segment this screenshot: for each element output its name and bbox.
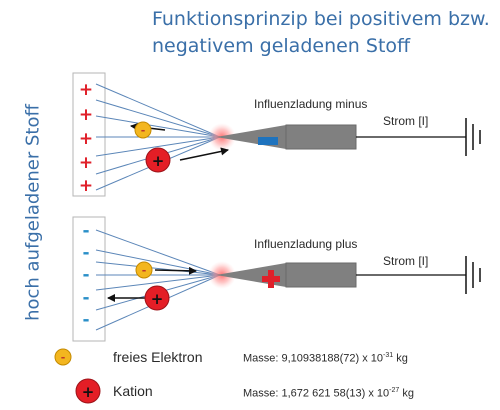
legend-cation-icon <box>75 378 101 404</box>
influence-charge-plus <box>262 270 280 288</box>
minus-charge: - <box>82 288 89 308</box>
influence-label-plus: Influenzladung plus <box>254 237 358 251</box>
ground-symbol <box>465 118 481 156</box>
title-line-1: Funktionsprinzip bei positivem bzw. <box>152 8 490 30</box>
plus-charge: + <box>79 80 93 100</box>
charged-material-box <box>72 216 106 342</box>
cation-arrow <box>179 147 229 161</box>
panel-bottom: - - - - - - + <box>72 216 481 342</box>
cation-sign: + <box>152 152 165 170</box>
current-label-top: Strom [I] <box>383 114 429 128</box>
field-lines <box>95 229 221 331</box>
plus-charge: + <box>79 105 93 125</box>
cation-mass: Masse: 1,672 621 58(13) x 10-27 kg <box>243 387 414 400</box>
ground-symbol <box>465 256 481 294</box>
legend-cation-sign: + <box>82 383 95 401</box>
electron-mass: Masse: 9,10938188(72) x 10-31 kg <box>243 352 408 365</box>
legend-cation-label: Kation <box>113 383 153 399</box>
minus-charge: - <box>82 310 89 330</box>
minus-charges: - - - - - <box>82 221 89 330</box>
legend-electron-icon <box>54 348 72 366</box>
electron-particle <box>134 121 152 139</box>
electron-sign: - <box>142 264 147 277</box>
cation-particle <box>144 285 170 311</box>
electron-particle <box>135 261 153 279</box>
legend-electron-sign: - <box>61 351 66 364</box>
legend-electron-label: freies Elektron <box>113 349 203 365</box>
plus-charge: + <box>79 129 93 149</box>
panel-top: + + + + + - + <box>72 72 481 197</box>
plus-charge: + <box>79 176 93 196</box>
title-line-2: negativem geladenen Stoff <box>152 35 411 57</box>
plus-charge: + <box>79 153 93 173</box>
electrode-body <box>285 262 357 288</box>
influence-label-minus: Influenzladung minus <box>254 97 368 111</box>
cation-particle <box>145 147 171 173</box>
minus-charge: - <box>82 221 89 241</box>
cation-sign: + <box>151 290 164 308</box>
electrode-body <box>285 124 357 150</box>
minus-charge: - <box>82 243 89 263</box>
electron-sign: - <box>141 124 146 137</box>
current-label-bottom: Strom [I] <box>383 254 429 268</box>
minus-charge: - <box>82 265 89 285</box>
plus-charges: + + + + + <box>79 80 93 196</box>
field-lines <box>95 83 221 191</box>
legend: - + <box>54 348 101 404</box>
influence-charge-minus <box>258 137 278 145</box>
electron-arrow <box>154 266 197 275</box>
charged-material-box <box>72 72 106 197</box>
